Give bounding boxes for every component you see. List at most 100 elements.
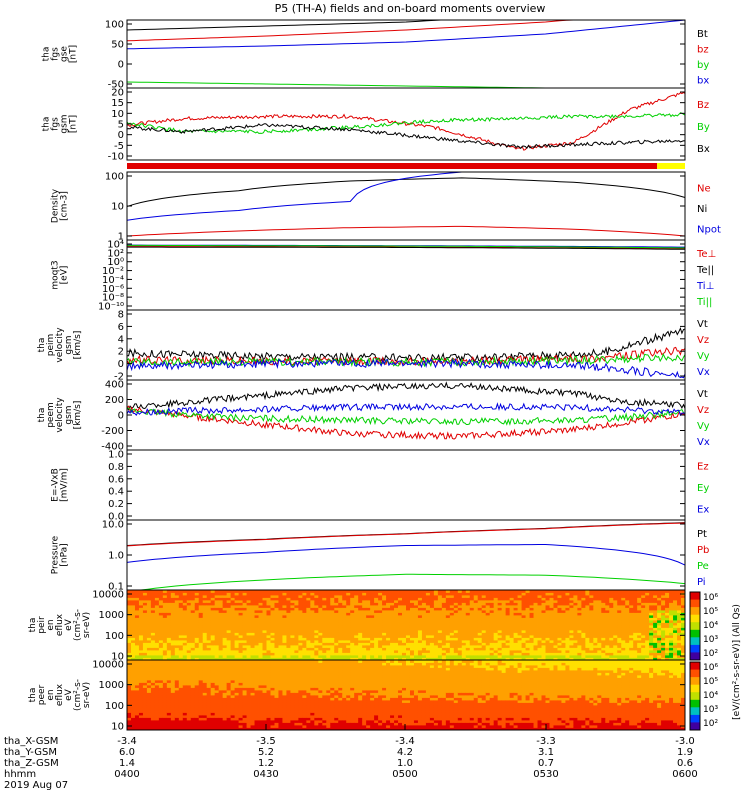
colorbar-step [690,692,700,700]
series-fgs_gsm-Bz [127,93,685,151]
y-tick-label: 10 [111,109,124,120]
x-axis-date: 2019 Aug 07 [4,780,68,791]
y-axis-label: [nT] [69,45,79,63]
legend-entry: Pt [697,529,707,540]
y-tick-label: -5 [114,141,124,152]
plot-title: P5 (TH-A) fields and on-board moments ov… [275,2,546,15]
legend-entry: Pi [697,577,706,588]
colorbar-step [690,622,700,630]
y-tick-label: 100 [105,701,124,712]
y-tick-label: 200 [105,395,124,406]
y-tick-label: 0 [118,411,124,422]
panel-frame [127,240,685,310]
mode-bar [127,163,685,169]
x-axis-value: 0530 [533,769,558,780]
colorbar-step [690,652,700,660]
legend-entry: Te⊥ [696,249,716,260]
y-tick-label: 4 [118,334,124,345]
colorbar-tick-label: 10² [703,649,718,659]
colorbar-step [690,722,700,730]
colorbar-tick-label: 10² [703,719,718,729]
x-axis-row-label: tha_Z-GSM [4,758,59,769]
colorbar-tick-label: 10³ [703,635,718,645]
x-axis-value: 4.2 [397,747,413,758]
series-pressure-Pe [127,574,685,590]
y-tick-label: 8 [118,310,124,321]
colorbar-step [690,700,700,708]
x-axis-value: -3.0 [675,736,695,747]
y-tick-label: -200 [101,426,124,437]
colorbar-step [690,607,700,615]
x-axis-row-label: hhmm [4,769,36,780]
y-tick-label: 1.0 [108,551,124,562]
series-pressure-Pi [127,545,685,566]
y-tick-label: 10 [111,202,124,213]
series-density-Ne [127,226,685,236]
y-axis-label: [km/s] [73,401,83,430]
y-tick-label: 50 [111,40,124,51]
legend-entry: Ni [697,204,707,215]
series-peem_velocity-Vx [127,404,685,415]
legend-entry: Vt [697,319,708,330]
y-tick-label: 0.4 [108,487,124,498]
y-tick-label: 10 [111,722,124,733]
series-efi_velocity-Vx [127,359,685,377]
legend-entry: Bt [697,29,708,40]
legend-entry: Ex [697,504,709,515]
y-axis-label: sr-eV) [82,612,92,638]
colorbar-step [690,645,700,653]
y-tick-label: 1.0 [108,450,124,461]
colorbar: 10⁶10⁵10⁴10³10²10⁶10⁵10⁴10³10²[eV/(cm²-s… [690,592,742,731]
y-tick-label: 1000 [99,680,124,691]
x-axis-value: 3.1 [538,747,554,758]
x-axis-value: 6.0 [119,747,135,758]
legend-entry: bz [697,44,709,55]
y-tick-label: 1000 [99,610,124,621]
colorbar-step [690,600,700,608]
colorbar-step [690,637,700,645]
y-tick-label: 6 [118,322,124,333]
series-fgs_gse-by [127,82,685,88]
x-axis-value: 0500 [392,769,417,780]
legend-entry: Ne [697,183,711,194]
legend-entry: Npot [697,225,721,236]
panel-frame [127,450,685,520]
series-fgs_gsm-By [127,113,685,134]
y-tick-label: 400 [105,380,124,391]
series-density-Ni [127,178,685,207]
legend-entry: Vx [697,437,710,448]
y-tick-label: 20 [111,88,124,99]
legend-entry: Pb [697,545,709,556]
panel-temperature: 10⁴10²10⁰10⁻²10⁻⁴10⁻⁶10⁻⁸10⁻¹⁰moqt3[eV]T… [51,240,717,313]
y-tick-label: 5 [118,120,124,131]
colorbar-tick-label: 10⁶ [703,663,718,673]
y-tick-label: -10 [108,152,124,163]
colorbar-step [690,685,700,693]
y-axis-label: [nT] [69,115,79,133]
x-axis-value: 1.2 [258,758,274,769]
y-tick-label: 0 [118,60,124,71]
y-tick-label: 0.2 [108,499,124,510]
x-axis-value: -3.5 [256,736,276,747]
y-tick-label: 10.0 [102,520,124,531]
y-axis-label: [km/s] [73,331,83,360]
x-axis-row-label: tha_Y-GSM [4,747,57,758]
colorbar-tick-label: 10⁴ [703,621,718,631]
y-tick-label: 2 [118,347,124,358]
y-tick-label: 0.8 [108,462,124,473]
y-tick-label: 100 [105,172,124,183]
y-tick-label: 0.6 [108,474,124,485]
colorbar-tick-label: 10⁶ [703,593,718,603]
series-peem_velocity-Vt [127,383,685,410]
series-fgs_gse-bz [127,20,685,41]
